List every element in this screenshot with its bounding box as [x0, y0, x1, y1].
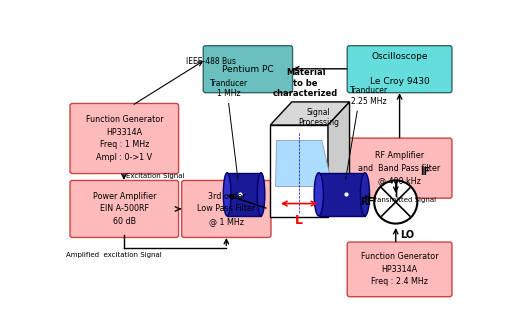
Text: Pentium PC: Pentium PC: [222, 65, 274, 74]
Text: Signal
Processing: Signal Processing: [298, 108, 339, 127]
Text: 3rd order
Low Pass Filter
@ 1 MHz: 3rd order Low Pass Filter @ 1 MHz: [197, 192, 256, 226]
FancyBboxPatch shape: [347, 46, 452, 93]
Ellipse shape: [223, 173, 231, 216]
Text: RF Amplifier
and  Band Pass filter
@ 400 kHz: RF Amplifier and Band Pass filter @ 400 …: [358, 151, 441, 185]
Text: LO: LO: [401, 230, 415, 240]
Text: Tranducer
2.25 MHz: Tranducer 2.25 MHz: [350, 86, 388, 106]
Ellipse shape: [360, 173, 370, 216]
Text: Transmitted Signal: Transmitted Signal: [371, 197, 436, 203]
Text: Function Generator
HP3314A
Freq : 1 MHz
Ampl : 0->1 V: Function Generator HP3314A Freq : 1 MHz …: [86, 115, 163, 162]
Text: Oscilloscope

Le Croy 9430: Oscilloscope Le Croy 9430: [370, 52, 429, 86]
Polygon shape: [328, 102, 349, 217]
Text: IEEE-488 Bus: IEEE-488 Bus: [186, 57, 236, 66]
FancyBboxPatch shape: [70, 180, 178, 238]
Ellipse shape: [257, 173, 265, 216]
Polygon shape: [270, 125, 328, 217]
Ellipse shape: [314, 173, 323, 216]
Text: Function Generator
HP3314A
Freq : 2.4 MHz: Function Generator HP3314A Freq : 2.4 MH…: [361, 252, 439, 286]
Bar: [319, 173, 365, 216]
Circle shape: [374, 180, 417, 223]
Text: Tranducer
1 MHz: Tranducer 1 MHz: [209, 79, 248, 98]
FancyBboxPatch shape: [347, 138, 452, 198]
Polygon shape: [270, 102, 349, 125]
Polygon shape: [276, 140, 333, 186]
FancyBboxPatch shape: [182, 180, 271, 238]
Text: Material
to be
characterized: Material to be characterized: [273, 68, 338, 98]
Text: L: L: [295, 214, 303, 226]
FancyBboxPatch shape: [203, 46, 293, 93]
Text: Excitation Signal: Excitation Signal: [126, 173, 185, 179]
Text: RF: RF: [360, 197, 375, 207]
Text: Amplified  excitation Signal: Amplified excitation Signal: [66, 252, 162, 258]
Bar: [227, 173, 261, 216]
Text: IF: IF: [420, 167, 430, 177]
FancyBboxPatch shape: [347, 242, 452, 297]
FancyBboxPatch shape: [70, 103, 178, 173]
Text: Power Amplifier
EIN A-500RF
60 dB: Power Amplifier EIN A-500RF 60 dB: [93, 192, 156, 226]
